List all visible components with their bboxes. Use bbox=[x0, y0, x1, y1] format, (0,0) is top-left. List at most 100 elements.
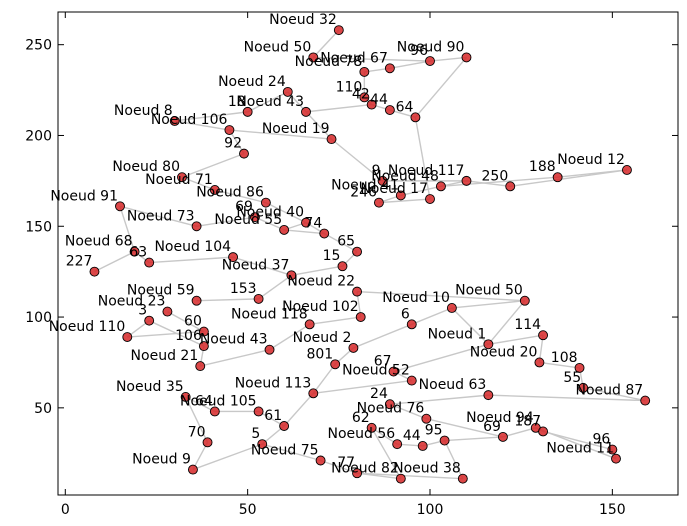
node-point-n2 bbox=[348, 342, 359, 353]
node-label-n96b: 96 bbox=[593, 432, 611, 448]
edge-n80-n71 bbox=[181, 176, 216, 191]
y-tick-label: 100 bbox=[25, 310, 52, 326]
node-point-n96b bbox=[607, 444, 618, 455]
node-point-n55b bbox=[578, 382, 589, 393]
node-label-n44: 44 bbox=[403, 428, 421, 444]
node-point-n9 bbox=[187, 464, 198, 475]
edge-n69b-n94 bbox=[502, 427, 536, 438]
node-label-n50b: Noeud 50 bbox=[244, 39, 312, 55]
node-point-n10 bbox=[446, 303, 457, 313]
node-point-n42 bbox=[366, 99, 377, 110]
node-label-n64: 64 bbox=[195, 393, 213, 409]
node-label-n91: Noeud 91 bbox=[50, 188, 118, 204]
edge-n20-n108 bbox=[539, 361, 580, 369]
node-label-n227: 227 bbox=[66, 254, 93, 270]
edge-n86-n40 bbox=[265, 202, 307, 224]
node-label-n43: Noeud 43 bbox=[236, 94, 304, 110]
edge-n69b-n95 bbox=[444, 436, 503, 442]
node-label-n12: Noeud 12 bbox=[557, 152, 625, 168]
node-point-n70 bbox=[202, 437, 213, 448]
node-point-n92 bbox=[239, 148, 249, 159]
node-point-n80 bbox=[177, 172, 187, 183]
node-point-n71 bbox=[209, 184, 220, 195]
node-label-n48: Noeud 48 bbox=[371, 168, 439, 184]
y-tick-label: 50 bbox=[34, 401, 52, 417]
node-point-n117 bbox=[461, 175, 472, 186]
edge-n68-n227 bbox=[94, 251, 135, 273]
node-point-n5 bbox=[257, 439, 268, 450]
node-point-n104 bbox=[228, 252, 239, 263]
edge-n87-n63b bbox=[488, 394, 646, 402]
edge-n9-n5 bbox=[192, 443, 263, 471]
x-tick-label: 50 bbox=[239, 502, 257, 518]
node-label-n6: 6 bbox=[401, 306, 410, 322]
node-label-n90: Noeud 90 bbox=[397, 39, 465, 55]
node-point-n78 bbox=[359, 66, 370, 77]
node-label-n94: Noeud 94 bbox=[466, 410, 534, 426]
x-tick-label: 150 bbox=[599, 502, 626, 518]
edge-n250-n117 bbox=[466, 180, 511, 188]
node-point-n60 bbox=[198, 326, 209, 337]
node-point-n87 bbox=[640, 395, 651, 406]
edge-n17-n64t bbox=[414, 117, 431, 200]
node-point-n113 bbox=[308, 388, 319, 399]
node-point-n67 bbox=[384, 63, 395, 74]
node-label-n3: 3 bbox=[138, 303, 147, 319]
node-label-n60: 60 bbox=[184, 314, 202, 330]
node-point-n43b bbox=[264, 344, 275, 355]
node-point-n11 bbox=[611, 453, 621, 464]
node-label-n113: Noeud 113 bbox=[235, 375, 312, 391]
node-label-n22: Noeud 22 bbox=[287, 274, 355, 290]
node-label-n117: Noeud 117 bbox=[388, 163, 465, 179]
edge-n113-n52 bbox=[313, 379, 412, 395]
y-tick-label: 150 bbox=[25, 219, 52, 235]
node-point-n48 bbox=[435, 181, 446, 192]
node-point-n59 bbox=[191, 295, 202, 306]
edge-n21-n43b bbox=[200, 349, 270, 367]
edge-n104-n37 bbox=[232, 256, 292, 276]
node-label-n15: 15 bbox=[323, 248, 341, 264]
edge-n71-n86 bbox=[214, 189, 267, 204]
node-point-n114 bbox=[538, 330, 549, 341]
edge-n60-n110 bbox=[127, 330, 204, 338]
node-point-n153 bbox=[253, 293, 264, 304]
node-label-n67b: 67 bbox=[374, 354, 392, 370]
node-point-n18 bbox=[242, 106, 253, 117]
node-label-n74: 74 bbox=[304, 216, 322, 232]
edge-n12-n250 bbox=[510, 169, 628, 188]
node-point-n6 bbox=[406, 319, 417, 330]
edge-n24b-n76 bbox=[389, 403, 427, 420]
edge-n22-n50 bbox=[357, 290, 525, 302]
node-label-n70: 70 bbox=[188, 424, 206, 440]
node-point-n63b bbox=[483, 390, 494, 401]
node-label-n42: 42 bbox=[352, 87, 370, 103]
node-label-n9b: 9 bbox=[372, 163, 381, 179]
node-point-n61 bbox=[279, 421, 290, 431]
node-label-n44t: 44 bbox=[370, 92, 388, 108]
node-label-n801: 801 bbox=[306, 346, 333, 362]
node-label-n20: Noeud 20 bbox=[470, 344, 538, 360]
node-point-n63 bbox=[144, 257, 155, 268]
node-point-n90 bbox=[461, 52, 472, 63]
node-label-n23: Noeud 23 bbox=[98, 294, 166, 310]
node-point-n91 bbox=[115, 201, 125, 212]
node-label-n250: 250 bbox=[482, 168, 509, 184]
edge-n19-n43 bbox=[305, 111, 333, 140]
node-point-n118 bbox=[304, 319, 315, 330]
edge-n113-n61 bbox=[283, 392, 314, 427]
node-label-n63b: Noeud 63 bbox=[419, 377, 487, 393]
node-label-n106b: 106 bbox=[175, 328, 202, 344]
nodes-layer bbox=[89, 25, 651, 484]
edge-n91-n68 bbox=[119, 206, 136, 252]
edge-n69-n73 bbox=[196, 216, 256, 227]
node-point-n55 bbox=[279, 224, 290, 235]
node-point-n15 bbox=[337, 261, 348, 272]
x-axis-ticks: 0 50 100 150 bbox=[61, 12, 626, 518]
node-point-n20 bbox=[534, 357, 545, 368]
node-label-n78: Noeud 78 bbox=[295, 54, 363, 70]
node-point-n38 bbox=[457, 473, 468, 484]
node-label-n9: Noeud 9 bbox=[132, 452, 191, 468]
edge-n3-n106b bbox=[148, 320, 205, 347]
edge-n67-n96 bbox=[389, 60, 431, 69]
